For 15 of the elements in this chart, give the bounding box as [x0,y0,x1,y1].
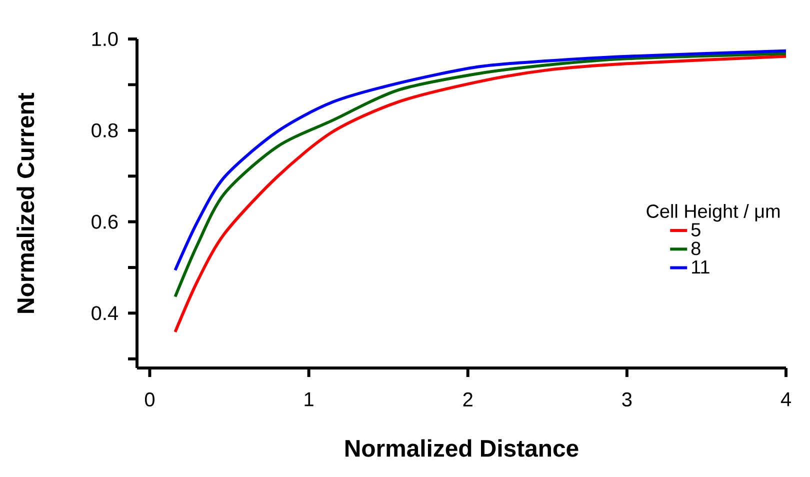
y-tick-label: 0.8 [92,123,118,138]
y-tick-label: 1.0 [92,32,118,46]
x-tick-label: 2 [463,392,472,406]
x-tick-label: 4 [780,392,791,406]
x-axis-title: Normalized Distance [346,439,578,457]
x-tick-label: 0 [144,392,154,407]
x-tick-label: 3 [622,392,632,407]
legend-label: 8 [691,242,700,256]
y-axis-title: Normalized Current [16,92,34,313]
x-tick-label: 1 [304,392,314,406]
y-tick-label: 0.6 [92,214,118,229]
y-tick-label: 0.4 [92,306,118,320]
legend-label: 11 [692,260,710,274]
legend-title: Cell Height / μm [646,204,780,222]
legend-label: 5 [691,223,700,236]
